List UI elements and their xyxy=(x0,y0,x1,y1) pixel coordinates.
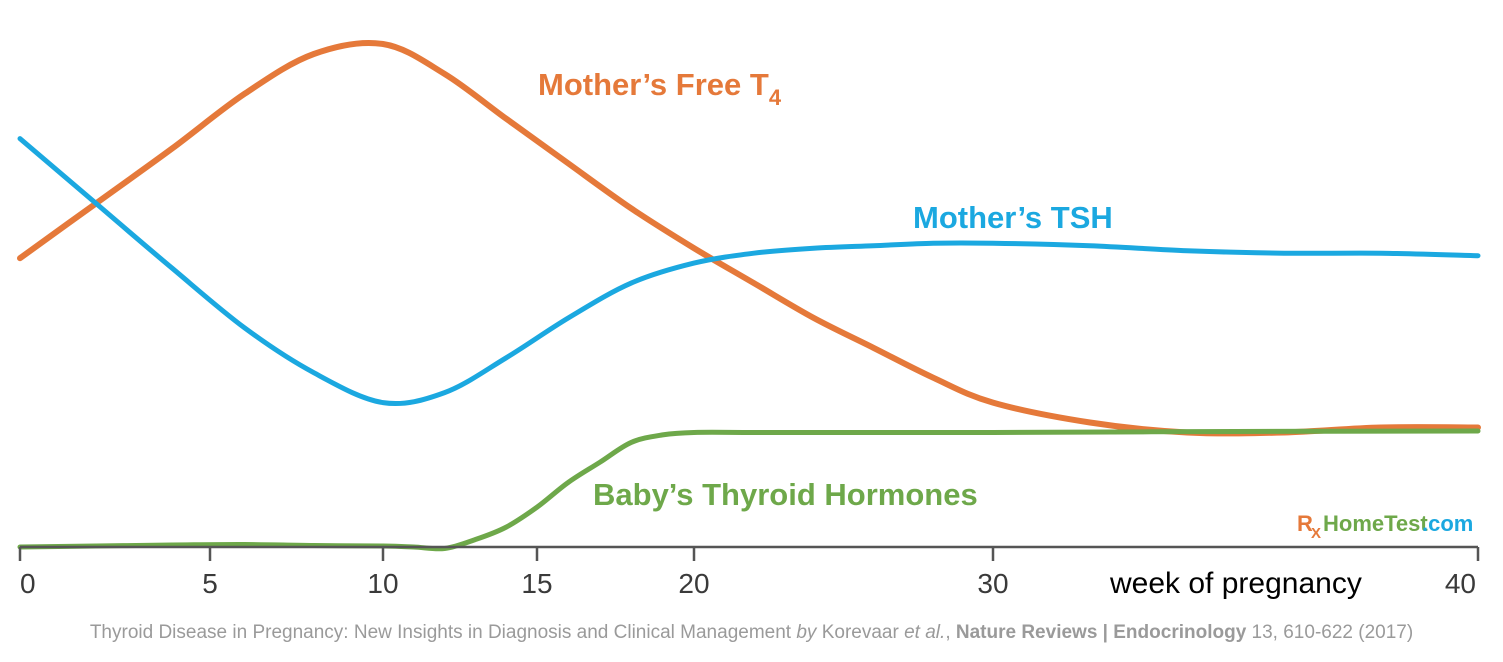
x-axis-title: week of pregnancy xyxy=(1109,567,1362,600)
label-mother-free-t4-subscript: 4 xyxy=(769,85,782,110)
x-tick-label-30: 30 xyxy=(977,568,1008,599)
rxhometest-logo: R X HomeTest .com xyxy=(1297,511,1473,542)
label-mother-free-t4-text: Mother’s Free T xyxy=(538,67,769,102)
logo-r: R xyxy=(1297,511,1313,536)
x-tick-label-5: 5 xyxy=(202,568,218,599)
source-by: by xyxy=(796,622,817,643)
x-tick-label-15: 15 xyxy=(521,568,552,599)
source-citation-numbers: 13, 610-622 (2017) xyxy=(1251,622,1414,643)
source-title: Thyroid Disease in Pregnancy: New Insigh… xyxy=(89,622,792,643)
x-axis-ticks: 0 5 10 15 20 30 40 xyxy=(18,547,1480,599)
label-mother-free-t4: Mother’s Free T4 xyxy=(538,67,782,110)
logo-name: HomeTest xyxy=(1323,511,1428,536)
source-citation: Thyroid Disease in Pregnancy: New Insigh… xyxy=(0,622,1503,644)
logo-tld: .com xyxy=(1422,511,1473,536)
label-baby-thyroid-hormones: Baby’s Thyroid Hormones xyxy=(593,477,978,512)
source-authors: Korevaar xyxy=(821,622,899,643)
source-journal: Nature Reviews | Endocrinology xyxy=(955,622,1247,643)
hormone-levels-chart: 0 5 10 15 20 30 40 Mother’s Free T4 Mother’s T… xyxy=(17,39,1481,600)
source-etal: et al. xyxy=(904,622,946,643)
line-mother-tsh xyxy=(17,136,1481,407)
x-tick-label-10: 10 xyxy=(367,568,398,599)
x-tick-label-20: 20 xyxy=(678,568,709,599)
x-tick-label-0: 0 xyxy=(20,568,36,599)
line-baby-thyroid-hormones xyxy=(17,428,1481,552)
source-comma: , xyxy=(945,622,951,643)
x-tick-label-40: 40 xyxy=(1445,568,1476,599)
logo-x: X xyxy=(1311,525,1321,542)
label-mother-tsh: Mother’s TSH xyxy=(913,200,1113,235)
series-lines xyxy=(17,39,1481,552)
